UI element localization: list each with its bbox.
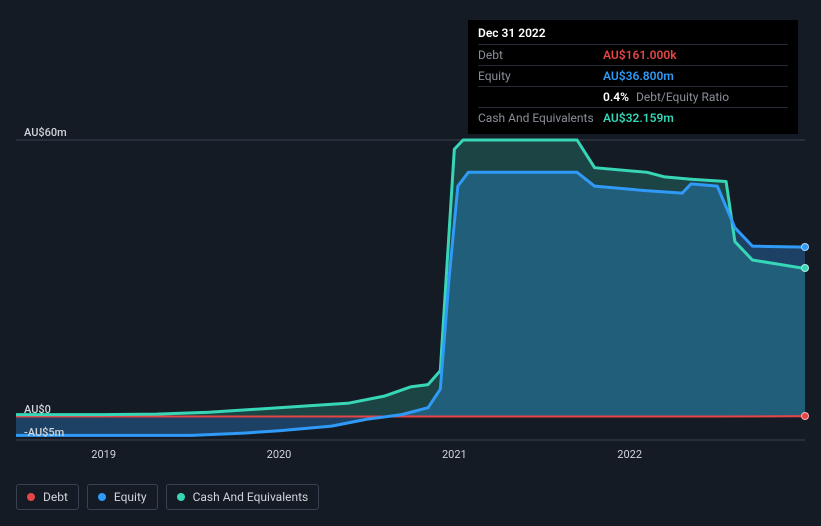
chart-legend: Debt Equity Cash And Equivalents bbox=[16, 484, 319, 510]
legend-item[interactable]: Debt bbox=[16, 484, 79, 510]
legend-dot-icon bbox=[98, 493, 106, 501]
x-axis-label: 2022 bbox=[617, 448, 642, 461]
tooltip-label: Equity bbox=[478, 69, 603, 83]
tooltip-value: AU$32.159m bbox=[603, 111, 674, 125]
tooltip-extra: Debt/Equity Ratio bbox=[633, 90, 729, 104]
series-end-marker bbox=[801, 412, 809, 420]
tooltip-row: 0.4% Debt/Equity Ratio bbox=[478, 86, 788, 107]
tooltip-label: Cash And Equivalents bbox=[478, 111, 603, 125]
data-tooltip: Dec 31 2022 DebtAU$161.000kEquityAU$36.8… bbox=[468, 20, 798, 134]
y-axis-label: AU$60m bbox=[24, 126, 67, 139]
tooltip-label: Debt bbox=[478, 48, 603, 62]
tooltip-value: 0.4% Debt/Equity Ratio bbox=[603, 90, 729, 104]
tooltip-label bbox=[478, 90, 603, 104]
legend-label: Debt bbox=[43, 490, 68, 504]
tooltip-value: AU$36.800m bbox=[603, 69, 674, 83]
tooltip-row: DebtAU$161.000k bbox=[478, 44, 788, 65]
series-end-marker bbox=[801, 264, 809, 272]
tooltip-row: Cash And EquivalentsAU$32.159m bbox=[478, 107, 788, 128]
legend-item[interactable]: Cash And Equivalents bbox=[166, 484, 320, 510]
tooltip-row: EquityAU$36.800m bbox=[478, 65, 788, 86]
legend-item[interactable]: Equity bbox=[87, 484, 158, 510]
x-axis-label: 2020 bbox=[267, 448, 292, 461]
x-axis-label: 2021 bbox=[442, 448, 467, 461]
y-axis-label: AU$0 bbox=[24, 403, 51, 416]
legend-dot-icon bbox=[27, 493, 35, 501]
legend-dot-icon bbox=[177, 493, 185, 501]
legend-label: Cash And Equivalents bbox=[193, 490, 309, 504]
legend-label: Equity bbox=[114, 490, 147, 504]
x-axis-label: 2019 bbox=[91, 448, 116, 461]
tooltip-value: AU$161.000k bbox=[603, 48, 677, 62]
series-end-marker bbox=[801, 243, 809, 251]
y-axis-label: -AU$5m bbox=[24, 426, 64, 439]
tooltip-date: Dec 31 2022 bbox=[478, 26, 788, 44]
